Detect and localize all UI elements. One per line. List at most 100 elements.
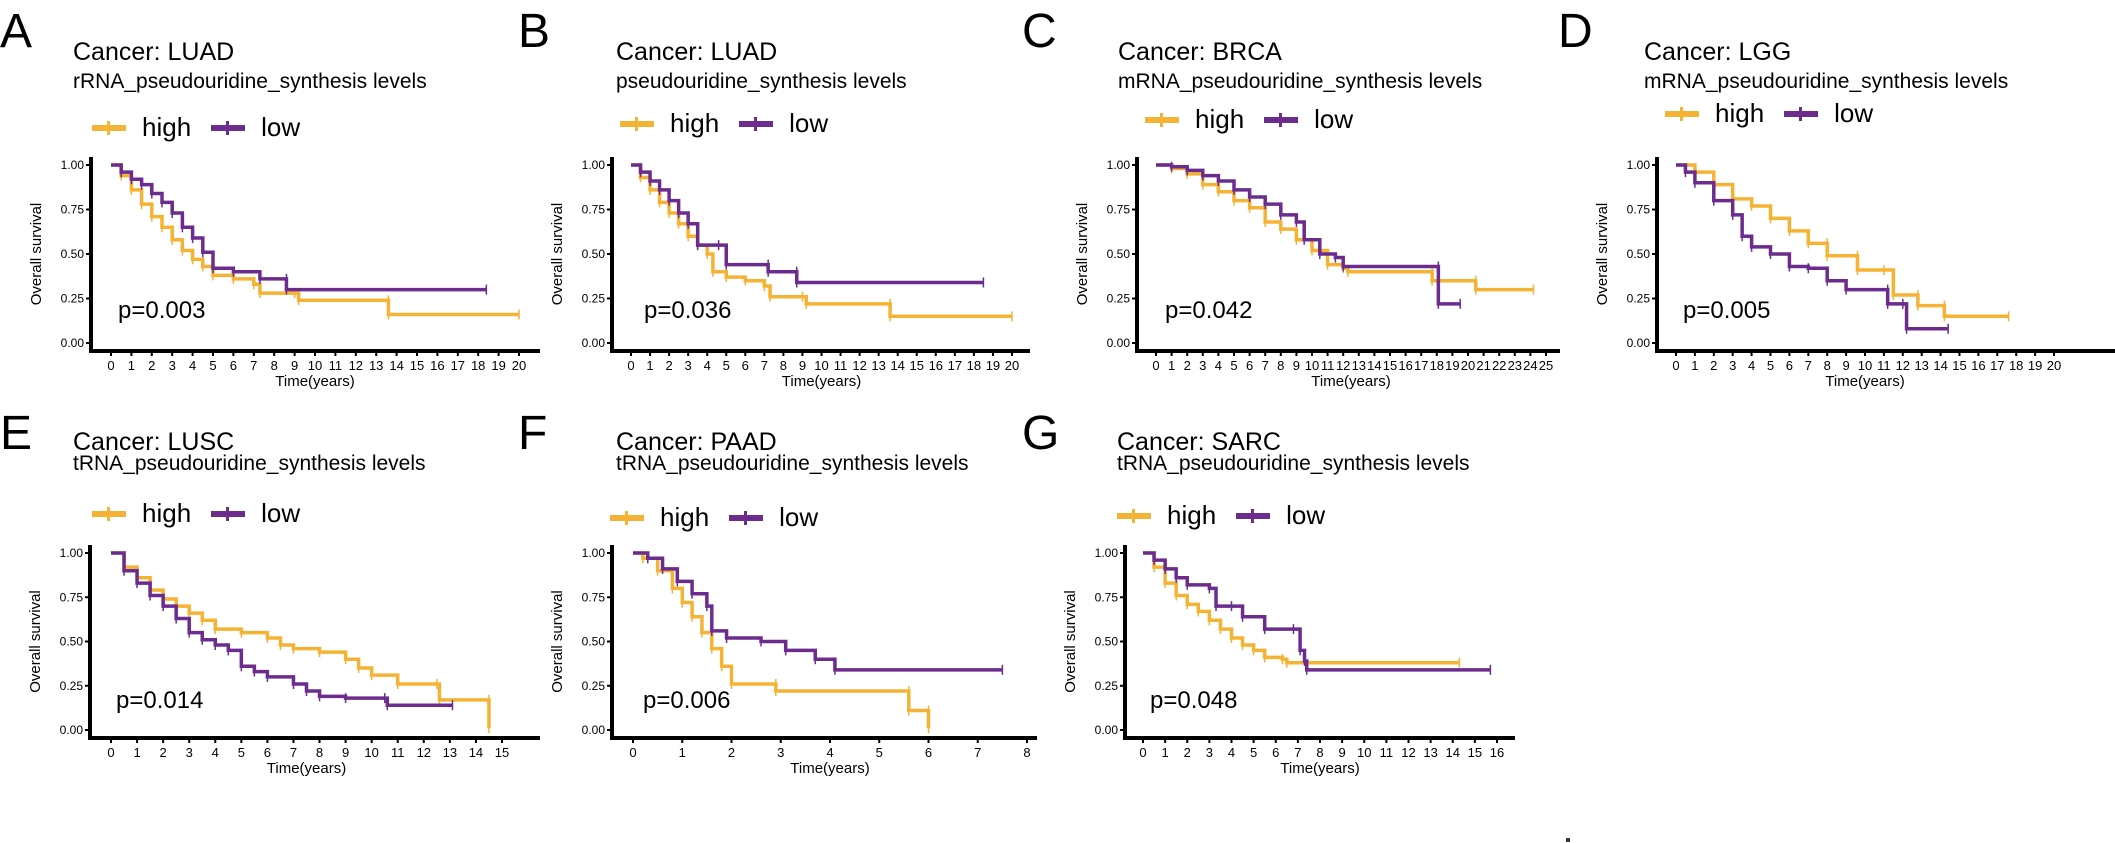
x-axis-label: Time(years): [1825, 373, 1904, 390]
x-tick-label: 6: [230, 358, 237, 373]
legend-key-high: [620, 116, 654, 131]
chart-subtitle: pseudouridine_synthesis levels: [616, 70, 907, 93]
x-tick-label: 14: [389, 358, 403, 373]
stray-mark: [1566, 838, 1570, 842]
x-tick-label: 1: [133, 745, 140, 760]
x-tick-label: 10: [1305, 358, 1319, 373]
x-tick-label: 3: [169, 358, 176, 373]
y-tick-label: 0.25: [60, 679, 84, 693]
legend-key-low: [1264, 112, 1299, 127]
y-axis-label: Overall survival: [27, 590, 44, 693]
x-tick-label: 3: [1206, 745, 1213, 760]
x-tick-label: 6: [742, 358, 749, 373]
x-tick-label: 9: [799, 358, 806, 373]
x-tick-label: 4: [704, 358, 711, 373]
y-axis-label: Overall survival: [28, 203, 45, 306]
x-tick-label: 23: [1508, 358, 1522, 373]
x-tick-label: 2: [1184, 358, 1191, 373]
x-tick-label: 7: [1262, 358, 1269, 373]
y-tick-label: 1.00: [582, 158, 606, 172]
x-tick-label: 19: [986, 358, 1000, 373]
x-tick-label: 7: [974, 745, 981, 760]
survival-curve-low: [111, 551, 453, 707]
x-tick-label: 6: [1272, 745, 1279, 760]
x-tick-label: 2: [148, 358, 155, 373]
legend: high low: [1665, 98, 1893, 129]
x-tick-label: 1: [1691, 358, 1698, 373]
survival-curve-low: [1143, 551, 1491, 672]
p-value: p=0.042: [1165, 297, 1252, 324]
x-tick-label: 9: [342, 745, 349, 760]
x-tick-label: 8: [1824, 358, 1831, 373]
x-tick-label: 18: [471, 358, 485, 373]
survival-curve-high: [631, 163, 1012, 319]
x-tick-label: 14: [469, 745, 483, 760]
legend-label-low: low: [1286, 500, 1326, 530]
legend-label-high: high: [670, 108, 720, 138]
x-tick-label: 8: [1277, 358, 1284, 373]
legend-label-low: low: [1834, 98, 1874, 128]
y-tick-label: 0.25: [1627, 292, 1651, 306]
legend-label-low: low: [261, 498, 301, 528]
x-tick-label: 13: [871, 358, 885, 373]
y-tick-label: 0.75: [1107, 203, 1131, 217]
y-tick-label: 0.00: [582, 336, 606, 350]
panel-letter: C: [1022, 5, 1057, 58]
y-tick-label: 0.75: [60, 590, 84, 604]
legend-key-low: [211, 506, 246, 521]
x-tick-label: 2: [1710, 358, 1717, 373]
x-tick-label: 18: [1430, 358, 1444, 373]
x-tick-label: 10: [1357, 745, 1371, 760]
x-tick-label: 16: [1971, 358, 1985, 373]
x-tick-label: 3: [685, 358, 692, 373]
survival-curve-high: [1676, 163, 2009, 319]
survival-curve-high: [111, 163, 519, 317]
x-tick-label: 13: [1352, 358, 1366, 373]
panel-letter: D: [1558, 5, 1593, 58]
legend-key-low: [739, 116, 774, 131]
y-tick-label: 0.25: [1107, 292, 1131, 306]
y-tick-label: 1.00: [60, 546, 84, 560]
y-tick-label: 0.25: [582, 292, 606, 306]
survival-curve-high: [633, 551, 931, 729]
x-tick-label: 18: [967, 358, 981, 373]
x-tick-label: 15: [495, 745, 509, 760]
y-axis-label: Overall survival: [549, 203, 566, 306]
legend-label-low: low: [261, 112, 301, 142]
chart-subtitle: tRNA_pseudouridine_synthesis levels: [73, 452, 426, 475]
legend-key-high: [92, 506, 126, 521]
x-tick-label: 20: [1461, 358, 1475, 373]
y-tick-label: 0.75: [61, 203, 85, 217]
survival-curve-high: [111, 551, 491, 729]
x-tick-label: 1: [128, 358, 135, 373]
x-tick-label: 5: [876, 745, 883, 760]
p-value: p=0.048: [1150, 687, 1237, 714]
panel-letter: F: [518, 407, 548, 460]
x-tick-label: 0: [107, 745, 114, 760]
x-tick-label: 8: [271, 358, 278, 373]
x-tick-label: 2: [160, 745, 167, 760]
y-tick-label: 0.75: [582, 203, 606, 217]
x-tick-label: 13: [443, 745, 457, 760]
chart-subtitle: rRNA_pseudouridine_synthesis levels: [73, 70, 427, 93]
y-tick-label: 0.00: [1095, 723, 1119, 737]
x-tick-label: 4: [1215, 358, 1222, 373]
y-axis-label: Overall survival: [1062, 590, 1079, 693]
legend-key-high: [92, 120, 126, 135]
y-tick-label: 1.00: [1107, 158, 1131, 172]
x-tick-label: 22: [1492, 358, 1506, 373]
x-tick-label: 4: [826, 745, 833, 760]
x-tick-label: 19: [491, 358, 505, 373]
x-tick-label: 15: [1383, 358, 1397, 373]
legend-label-high: high: [660, 502, 710, 532]
x-tick-label: 2: [728, 745, 735, 760]
x-tick-label: 19: [2028, 358, 2042, 373]
x-tick-label: 24: [1523, 358, 1537, 373]
p-value: p=0.003: [118, 297, 205, 324]
x-tick-label: 15: [910, 358, 924, 373]
legend-label-high: high: [1195, 104, 1245, 134]
chart-subtitle: mRNA_pseudouridine_synthesis levels: [1118, 70, 1483, 93]
chart-title: Cancer: BRCA: [1118, 38, 1282, 66]
x-tick-label: 5: [238, 745, 245, 760]
x-tick-label: 21: [1476, 358, 1490, 373]
